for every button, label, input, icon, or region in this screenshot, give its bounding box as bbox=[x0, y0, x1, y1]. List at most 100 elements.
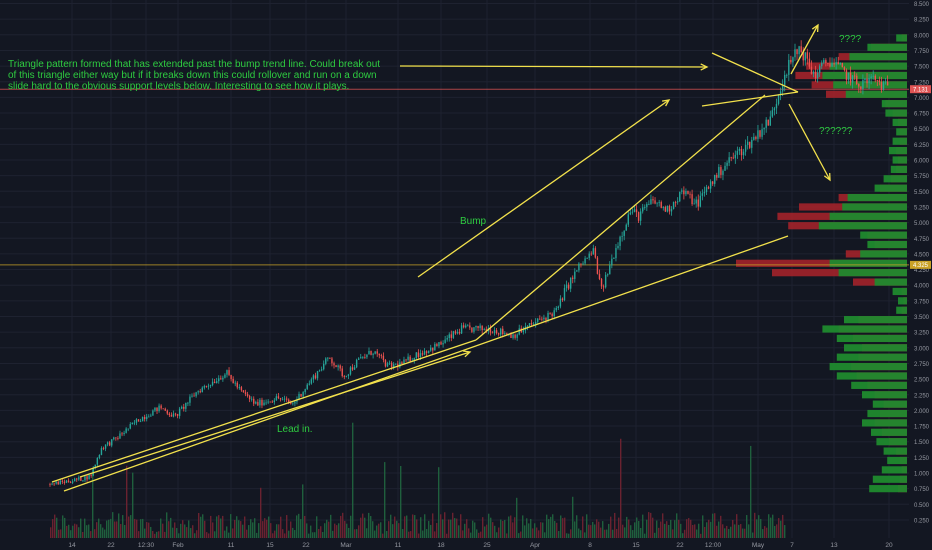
candle-body bbox=[257, 402, 259, 406]
candle-body bbox=[757, 130, 759, 139]
volume-bar bbox=[262, 521, 264, 538]
volume-bar bbox=[220, 518, 222, 538]
volume-bar bbox=[148, 522, 150, 538]
candle-body bbox=[574, 271, 576, 279]
y-tick-label: 0.500 bbox=[914, 503, 930, 509]
candle-body bbox=[314, 375, 317, 379]
volume-bar bbox=[424, 514, 426, 538]
candle-body bbox=[417, 352, 420, 358]
volume-bar bbox=[90, 531, 92, 538]
candle-body bbox=[211, 381, 214, 386]
volume-bar bbox=[746, 515, 748, 538]
candle-body bbox=[117, 438, 119, 439]
candle-body bbox=[409, 356, 411, 362]
volume-bar bbox=[106, 520, 108, 538]
volume-bar bbox=[266, 519, 268, 538]
volume-bar bbox=[486, 524, 488, 538]
volume-bar bbox=[224, 530, 226, 538]
candle-body bbox=[580, 263, 582, 265]
candle-body bbox=[623, 230, 625, 236]
volume-bar bbox=[288, 530, 290, 538]
x-tick-label: May bbox=[752, 542, 765, 549]
breakout-down-arrow bbox=[788, 103, 831, 181]
candle-body bbox=[187, 402, 189, 404]
volume-bar bbox=[258, 523, 260, 538]
volume-bar bbox=[162, 523, 164, 538]
candle-body bbox=[236, 382, 238, 388]
profile-bar-buy bbox=[887, 456, 907, 465]
volume-bar bbox=[496, 532, 498, 538]
candle-body bbox=[784, 74, 786, 85]
candle-body bbox=[166, 410, 169, 414]
candle-body bbox=[413, 358, 415, 361]
candle-body bbox=[176, 413, 179, 416]
candle-body bbox=[242, 390, 245, 393]
volume-bar bbox=[140, 519, 142, 538]
candle-body bbox=[71, 481, 74, 483]
volume-bar bbox=[252, 522, 254, 538]
y-tick-label: 3.000 bbox=[914, 346, 930, 352]
candle-body bbox=[84, 476, 86, 481]
candle-body bbox=[423, 351, 426, 355]
candle-body bbox=[689, 193, 691, 195]
candle-body bbox=[598, 273, 601, 279]
candle-body bbox=[798, 46, 800, 55]
price-label-text: 7.131 bbox=[913, 87, 929, 93]
volume-bar bbox=[108, 519, 110, 538]
y-tick-label: 7.250 bbox=[914, 80, 930, 86]
volume-bar bbox=[278, 524, 280, 538]
candle-body bbox=[825, 60, 827, 64]
candle-body bbox=[304, 389, 306, 393]
annotation-bump: Bump bbox=[460, 216, 487, 227]
volume-bar bbox=[716, 525, 718, 538]
candle-body bbox=[872, 75, 874, 77]
price-axis[interactable] bbox=[909, 0, 932, 550]
trend-drawings bbox=[51, 23, 831, 492]
volume-bar bbox=[52, 519, 54, 538]
candle-body bbox=[853, 75, 856, 77]
candle-body bbox=[384, 360, 387, 367]
candle-body bbox=[827, 63, 829, 64]
x-tick-label: 15 bbox=[266, 542, 274, 549]
volume-bar bbox=[426, 529, 428, 538]
volume-bar bbox=[554, 520, 556, 538]
candle-body bbox=[419, 353, 422, 358]
y-tick-label: 7.000 bbox=[914, 96, 930, 102]
volume-bar bbox=[304, 515, 306, 538]
candle-body bbox=[452, 331, 455, 338]
candle-body bbox=[90, 475, 92, 476]
volume-bar bbox=[714, 513, 716, 538]
volume-bar bbox=[548, 519, 550, 538]
volume-bar bbox=[780, 520, 782, 538]
volume-bar bbox=[474, 522, 476, 538]
candle-body bbox=[818, 66, 821, 73]
candle-body bbox=[738, 148, 741, 151]
candle-body bbox=[491, 332, 494, 334]
candle-body bbox=[522, 330, 525, 333]
profile-bar-buy bbox=[890, 165, 907, 173]
candle-body bbox=[189, 396, 191, 403]
candle-body bbox=[160, 405, 162, 409]
candle-body bbox=[327, 357, 329, 359]
y-tick-label: 1.250 bbox=[914, 456, 930, 462]
candle-body bbox=[734, 154, 737, 159]
volume-bar bbox=[320, 526, 322, 538]
candle-body bbox=[732, 157, 734, 159]
candle-body bbox=[267, 401, 269, 403]
volume-bar bbox=[508, 516, 510, 538]
candle-body bbox=[133, 422, 136, 424]
candle-body bbox=[619, 236, 621, 246]
profile-bar-buy bbox=[833, 81, 907, 89]
volume-bar bbox=[348, 527, 350, 538]
volume-bar bbox=[448, 519, 450, 538]
candle-body bbox=[421, 353, 424, 355]
volume-bar bbox=[600, 527, 602, 538]
y-tick-label: 7.750 bbox=[914, 49, 930, 55]
volume-bar bbox=[198, 513, 200, 538]
volume-bar bbox=[488, 513, 490, 538]
volume-bar bbox=[376, 525, 378, 538]
volume-bar bbox=[546, 514, 548, 538]
x-tick-label: 14 bbox=[68, 542, 76, 549]
profile-bar-buy bbox=[889, 147, 907, 155]
